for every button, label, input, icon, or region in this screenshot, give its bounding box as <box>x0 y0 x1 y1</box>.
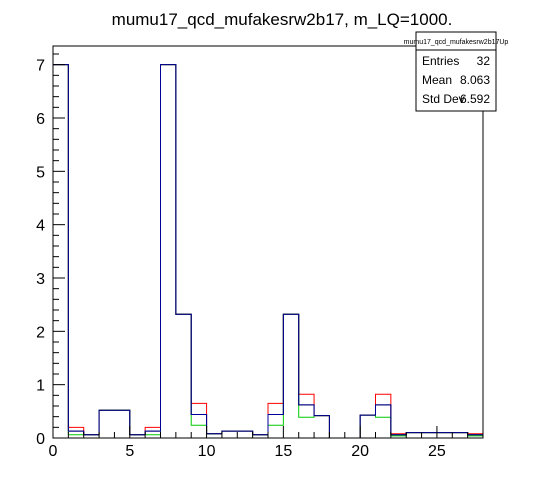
y-tick-label: 5 <box>36 164 45 181</box>
stats-stddev-label: Std Dev <box>422 92 465 106</box>
x-tick-label: 15 <box>274 443 292 460</box>
y-tick-label: 1 <box>36 378 45 395</box>
x-tick-label: 5 <box>125 443 134 460</box>
y-tick-label: 7 <box>36 58 45 75</box>
histogram-series-3 <box>52 64 484 439</box>
x-tick-label: 10 <box>198 443 216 460</box>
series-layer <box>52 64 484 439</box>
stats-entries-label: Entries <box>422 54 459 68</box>
stats-entries-value: 32 <box>477 54 491 68</box>
stats-stddev-value: 6.592 <box>460 92 490 106</box>
y-tick-label: 0 <box>36 431 45 448</box>
x-tick-label: 20 <box>351 443 369 460</box>
y-tick-label: 2 <box>36 324 45 341</box>
stats-box: mumu17_qcd_mufakesrw2b17Up Entries 32 Me… <box>404 31 509 112</box>
histogram-series-2 <box>52 64 484 439</box>
stats-box-title: mumu17_qcd_mufakesrw2b17Up <box>404 39 509 46</box>
histogram-series-0 <box>52 64 484 439</box>
y-tick-label: 4 <box>36 218 45 235</box>
ticks-layer: 0 5 10 15 20 25 0 1 2 3 4 5 6 7 <box>36 53 484 460</box>
stats-mean-label: Mean <box>422 73 452 87</box>
histogram-series-1 <box>52 64 484 439</box>
chart-title: mumu17_qcd_mufakesrw2b17, m_LQ=1000. <box>112 10 453 29</box>
stats-box-frame <box>415 31 497 112</box>
y-tick-label: 3 <box>36 271 45 288</box>
y-tick-label: 6 <box>36 111 45 128</box>
stats-mean-value: 8.063 <box>460 73 490 87</box>
x-tick-label: 0 <box>49 443 58 460</box>
x-tick-label: 25 <box>428 443 446 460</box>
